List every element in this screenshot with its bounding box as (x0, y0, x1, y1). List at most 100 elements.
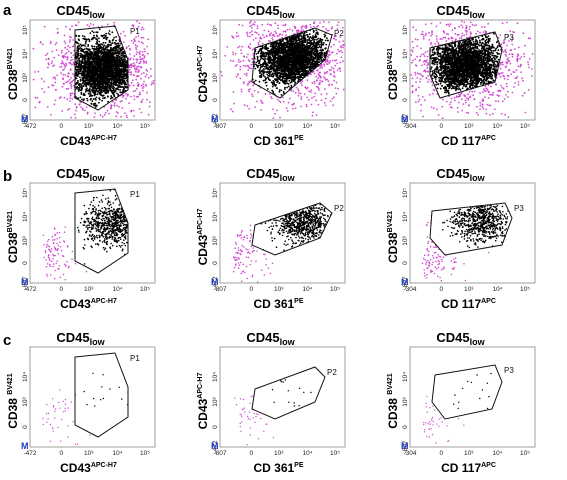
gated-event (278, 82, 281, 85)
gated-event (84, 80, 86, 83)
ungated-event (86, 112, 89, 115)
ungated-event (143, 56, 146, 59)
gated-event (278, 90, 281, 93)
gated-event (93, 103, 95, 106)
gated-event (86, 81, 89, 84)
gated-event (95, 73, 98, 76)
ungated-event (134, 40, 136, 42)
gated-event (116, 92, 118, 95)
gated-event (125, 66, 128, 69)
ungated-event (70, 56, 73, 59)
gated-event (89, 48, 91, 51)
gated-event (97, 87, 99, 90)
gated-event (106, 96, 109, 98)
gated-event (97, 68, 100, 71)
ungated-event (126, 116, 128, 119)
gated-event (87, 83, 90, 86)
gated-event (120, 52, 123, 55)
gated-event (92, 88, 95, 90)
gated-event (272, 80, 275, 82)
gated-event (265, 84, 268, 87)
gated-event (106, 70, 109, 73)
gated-event (103, 36, 106, 39)
gated-event (109, 53, 112, 56)
ungated-event (133, 95, 136, 97)
ungated-event (47, 66, 49, 69)
gated-event (91, 100, 94, 102)
gated-event (114, 47, 117, 50)
gated-event (96, 93, 99, 96)
panel-letter-a: a (3, 2, 12, 19)
ungated-event (56, 74, 58, 77)
ungated-event (140, 73, 143, 75)
ungated-event (69, 40, 71, 43)
gated-event (90, 102, 93, 105)
gated-event (113, 95, 115, 97)
ungated-event (86, 24, 89, 26)
gated-event (103, 69, 106, 72)
ungated-event (136, 81, 139, 84)
ungated-event (127, 45, 130, 47)
gated-event (120, 82, 123, 85)
gated-event (96, 35, 98, 38)
gated-event (88, 81, 91, 83)
ungated-event (139, 65, 142, 68)
ungated-event (54, 43, 57, 46)
gated-event (110, 49, 112, 52)
ungated-event (68, 35, 71, 38)
ungated-event (78, 103, 81, 106)
gated-event (89, 32, 92, 34)
gated-event (105, 46, 107, 49)
ungated-event (138, 75, 140, 78)
gated-event (119, 91, 122, 94)
gated-event (93, 34, 95, 37)
gated-event (111, 67, 114, 70)
gated-event (80, 93, 83, 95)
ungated-event (143, 80, 145, 83)
ungated-event (40, 77, 43, 80)
gated-event (115, 73, 117, 76)
gated-event (100, 91, 103, 94)
gated-event (106, 74, 109, 77)
gated-event (94, 102, 97, 105)
ungated-event (67, 45, 69, 47)
gated-event (107, 83, 110, 86)
ungated-event (142, 42, 144, 45)
gated-event (77, 73, 79, 76)
gated-event (308, 33, 311, 36)
gated-event (96, 54, 99, 57)
gated-event (105, 87, 108, 89)
gated-event (324, 39, 327, 42)
gated-event (109, 33, 111, 36)
gated-event (96, 58, 98, 61)
gated-event (114, 42, 117, 45)
gated-event (255, 61, 258, 64)
ungated-event (74, 117, 77, 119)
gated-event (95, 104, 97, 107)
gated-event (100, 65, 102, 68)
ungated-event (135, 36, 137, 38)
gated-event (86, 97, 88, 100)
ungated-event (74, 24, 77, 27)
ungated-event (108, 112, 110, 115)
gated-event (259, 72, 261, 75)
gated-event (105, 53, 107, 56)
ungated-event (54, 78, 57, 80)
gated-event (106, 60, 108, 63)
gated-event (115, 36, 118, 38)
gated-event (88, 40, 91, 43)
ungated-event (63, 96, 66, 99)
gated-event (121, 79, 124, 82)
gated-event (111, 72, 113, 75)
ungated-event (132, 84, 135, 87)
gated-event (122, 88, 125, 91)
gated-event (95, 34, 98, 37)
ungated-event (68, 50, 70, 53)
gated-event (79, 79, 82, 82)
ungated-event (69, 28, 72, 31)
gated-event (119, 73, 122, 76)
gated-event (112, 38, 115, 41)
ungated-event (37, 70, 40, 73)
gated-event (107, 49, 109, 52)
ungated-event (140, 41, 143, 43)
